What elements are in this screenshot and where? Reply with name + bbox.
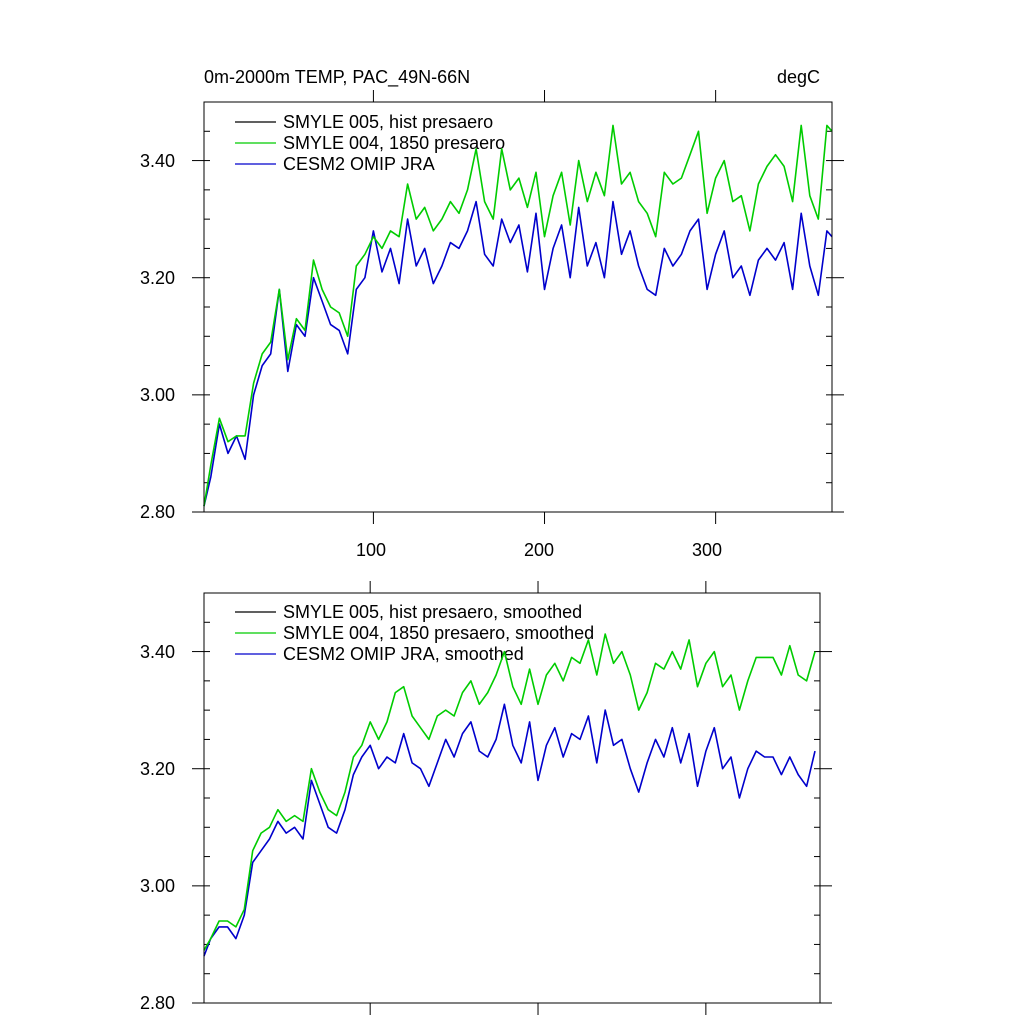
bottom-panel: SMYLE 005, hist presaero, smoothed SMYLE… — [140, 581, 832, 1015]
legend-label: SMYLE 004, 1850 presaero — [283, 133, 505, 153]
y-tick-label: 3.20 — [140, 268, 175, 288]
y-tick-label: 2.80 — [140, 502, 175, 522]
x-tick-label: 300 — [692, 540, 722, 560]
legend-label: CESM2 OMIP JRA — [283, 154, 435, 174]
x-tick-label: 200 — [524, 540, 554, 560]
series-line — [203, 633, 816, 951]
y-tick-label: 2.80 — [140, 993, 175, 1013]
top-panel: 0m-2000m TEMP, PAC_49N-66N degC SMYLE 00… — [140, 67, 844, 560]
series-line — [203, 703, 816, 957]
x-tick-label: 100 — [356, 540, 386, 560]
plot-frame — [203, 101, 833, 513]
legend-label: SMYLE 005, hist presaero — [283, 112, 493, 132]
series-line — [203, 200, 833, 507]
legend-label: SMYLE 005, hist presaero, smoothed — [283, 602, 582, 622]
series-line — [203, 124, 833, 507]
y-tick-label: 3.20 — [140, 759, 175, 779]
panel-title: 0m-2000m TEMP, PAC_49N-66N — [204, 67, 470, 88]
y-tick-label: 3.40 — [140, 151, 175, 171]
y-tick-label: 3.00 — [140, 876, 175, 896]
legend-label: SMYLE 004, 1850 presaero, smoothed — [283, 623, 594, 643]
y-tick-label: 3.00 — [140, 385, 175, 405]
units-label: degC — [777, 67, 820, 87]
legend-label: CESM2 OMIP JRA, smoothed — [283, 644, 524, 664]
y-tick-label: 3.40 — [140, 642, 175, 662]
plot-frame — [203, 592, 821, 1004]
